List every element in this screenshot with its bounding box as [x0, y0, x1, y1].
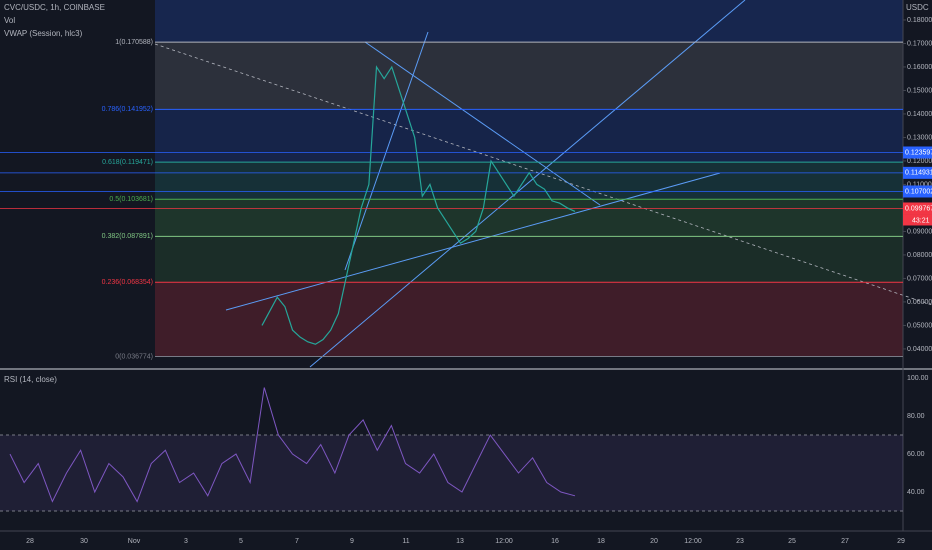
x-tick-label: 25 [788, 538, 796, 545]
countdown-badge [903, 214, 932, 226]
trend-line [309, 0, 746, 368]
fib-label: 0.236(0.068354) [102, 279, 153, 286]
trend-line [344, 31, 429, 271]
x-tick-label: 27 [841, 538, 849, 545]
fib-label: 0.786(0.141952) [102, 106, 153, 113]
rsi-tick-label: 80.00 [907, 413, 925, 420]
x-tick-label: 23 [736, 538, 744, 545]
trend-line [154, 43, 932, 306]
x-tick-label: 18 [597, 538, 605, 545]
fib-zone [155, 162, 903, 200]
x-tick-label: Nov [128, 538, 141, 545]
x-tick-label: 20 [650, 538, 658, 545]
rsi-tick-label: 60.00 [907, 451, 925, 458]
x-tick-label: 16 [551, 538, 559, 545]
x-tick-label: 12:00 [495, 538, 513, 545]
x-tick-label: 7 [295, 538, 299, 545]
fib-zone [155, 109, 903, 163]
price-badge-label: 0.123597 [905, 149, 932, 156]
price-badge [903, 202, 932, 215]
fib-label: 0.618(0.119471) [102, 159, 153, 166]
x-tick-label: 13 [456, 538, 464, 545]
x-tick-label: 3 [184, 538, 188, 545]
x-tick-label: 12:00 [684, 538, 702, 545]
fib-label: 0.382(0.087891) [102, 233, 153, 240]
x-tick-label: 28 [26, 538, 34, 545]
price-badge-label: 0.107002 [905, 188, 932, 195]
countdown: 43:21 [912, 217, 930, 224]
rsi-series [9, 387, 576, 503]
rsi-title: RSI (14, close) [4, 375, 57, 384]
price-badge-label: 0.114931 [905, 170, 932, 177]
trend-line [225, 172, 721, 311]
price-series [261, 65, 576, 345]
price-badge [903, 185, 932, 198]
price-badge [903, 166, 932, 179]
fib-zone [155, 42, 903, 110]
x-tick-label: 11 [402, 538, 409, 545]
fib-zone [155, 0, 903, 43]
fib-zone [155, 236, 903, 283]
price-badge-label: 0.099767 [905, 205, 932, 212]
x-tick-label: 5 [239, 538, 243, 545]
rsi-band [0, 435, 903, 512]
trend-line [364, 41, 601, 206]
x-tick-label: 30 [80, 538, 88, 545]
rsi-tick-label: 100.00 [907, 375, 929, 382]
x-tick-label: 9 [350, 538, 354, 545]
currency: USDC [906, 3, 929, 12]
fib-label: 0.5(0.103681) [109, 196, 153, 203]
fib-zone [155, 282, 903, 357]
rsi-tick-label: 40.00 [907, 489, 925, 496]
x-tick-label: 29 [897, 538, 905, 545]
volume-label: Vol [4, 16, 15, 25]
fib-zone [155, 199, 903, 237]
vwap-label: VWAP (Session, hlc3) [4, 29, 83, 38]
fib-label: 0(0.036774) [115, 353, 153, 360]
price-badge [903, 146, 932, 159]
fib-label: 1(0.170588) [115, 39, 153, 46]
symbol: CVC/USDC, 1h, COINBASE [4, 3, 105, 12]
